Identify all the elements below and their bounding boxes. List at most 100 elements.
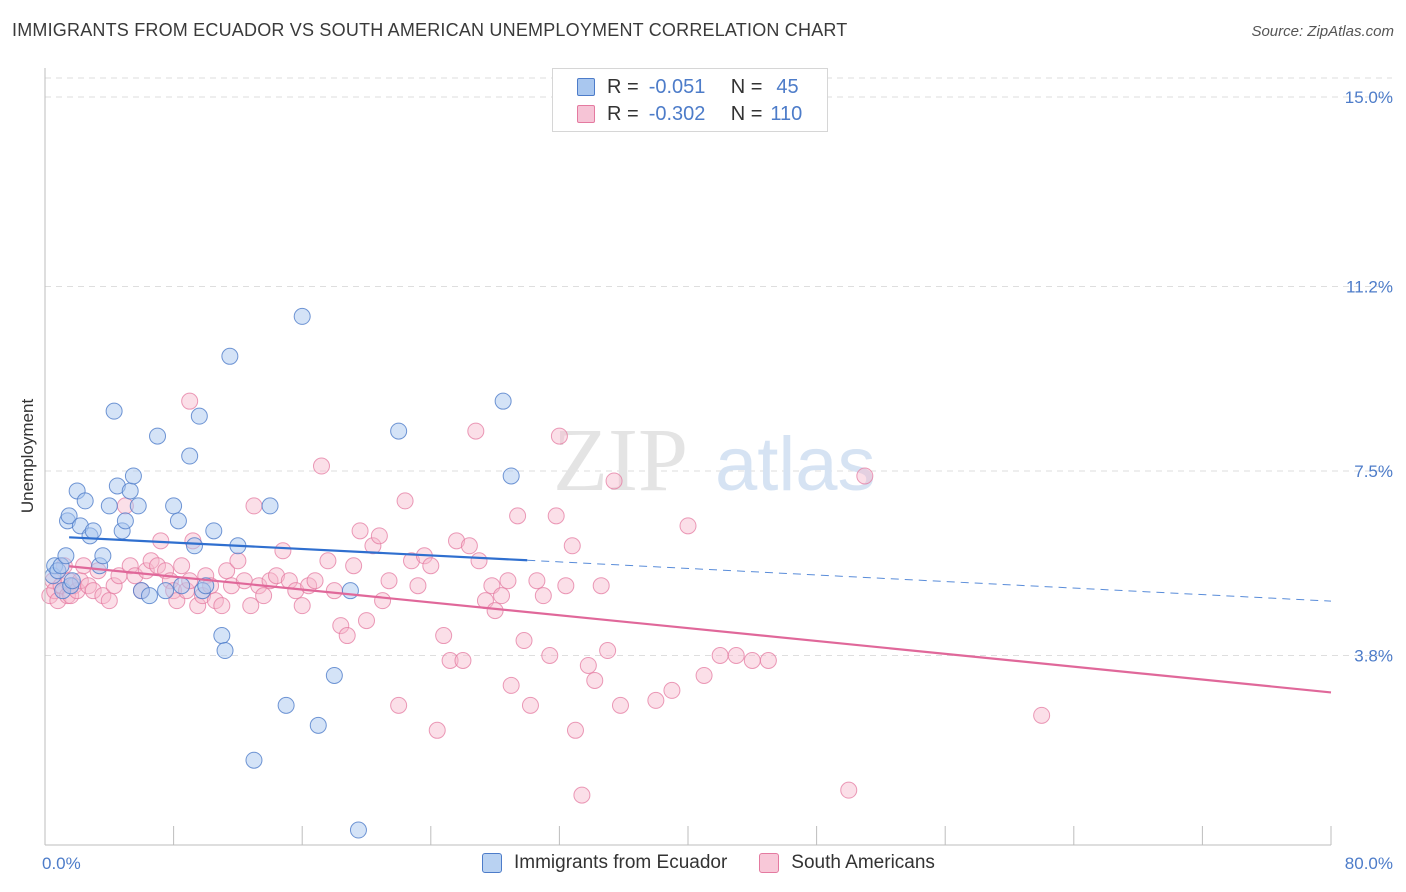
ecuador-point <box>124 467 142 485</box>
ecuador-point <box>245 751 263 769</box>
south-americans-point <box>351 522 369 540</box>
south-americans-point <box>229 552 247 570</box>
south-americans-point <box>573 786 591 804</box>
south-americans-point <box>75 557 93 575</box>
south-americans-point <box>856 467 874 485</box>
legend-swatch-pink <box>577 105 595 123</box>
ecuador-point <box>121 482 139 500</box>
axes: 3.8% 7.5% 11.2% 15.0% 0.0% 80.0% <box>42 68 1393 873</box>
y-axis-title: Unemployment <box>18 399 37 514</box>
source-label: Source: ZipAtlas.com <box>1251 23 1394 40</box>
south-americans-point <box>79 577 97 595</box>
south-americans-point <box>245 497 263 515</box>
ecuador-point <box>63 572 81 590</box>
south-americans-point <box>84 582 102 600</box>
south-americans-point <box>611 696 629 714</box>
south-americans-point <box>586 671 604 689</box>
south-americans-point <box>325 582 343 600</box>
series-legend-south-americans: South Americans <box>759 852 935 874</box>
south-americans-point <box>493 587 511 605</box>
ecuador-point <box>140 587 158 605</box>
correlation-legend: R = -0.051 N = 45 R = -0.302 N = 110 <box>552 68 828 132</box>
ecuador-trend-line <box>69 536 528 562</box>
ecuador-trend-extension <box>527 559 1332 602</box>
ecuador-point <box>205 522 223 540</box>
south-americans-point <box>515 632 533 650</box>
ecuador-point <box>105 402 123 420</box>
south-americans-point <box>428 721 446 739</box>
south-americans-point <box>105 577 123 595</box>
south-americans-point <box>396 492 414 510</box>
series-label-ecuador: Immigrants from Ecuador <box>514 852 728 873</box>
y-tick-label: 15.0% <box>1345 88 1393 107</box>
south-americans-point <box>181 392 199 410</box>
south-americans-trend-line <box>69 565 1332 694</box>
ecuador-point <box>502 467 520 485</box>
ecuador-point <box>213 627 231 645</box>
ecuador-point <box>149 427 167 445</box>
legend-r-label: R = <box>607 102 639 125</box>
south-americans-point <box>345 557 363 575</box>
legend-row-south-americans: R = -0.302 N = 110 <box>577 101 802 127</box>
south-americans-point <box>374 592 392 610</box>
south-americans-point <box>306 572 324 590</box>
south-americans-point <box>1033 706 1051 724</box>
ecuador-point <box>116 512 134 530</box>
ecuador-point <box>76 492 94 510</box>
south-americans-point <box>579 656 597 674</box>
ecuador-point <box>94 547 112 565</box>
south-americans-point <box>358 612 375 630</box>
ecuador-point <box>57 547 75 565</box>
legend-r-value-ecuador: -0.051 <box>648 75 706 98</box>
south-americans-point <box>566 721 584 739</box>
south-americans-point <box>267 567 285 585</box>
south-americans-point <box>235 572 253 590</box>
watermark-atlas: atlas <box>715 422 876 507</box>
ecuador-point <box>261 497 279 515</box>
ecuador-point <box>221 347 239 365</box>
legend-n-label: N = <box>730 102 763 125</box>
south-americans-point <box>711 647 729 665</box>
south-americans-point <box>121 557 139 575</box>
ecuador-point <box>341 582 359 600</box>
south-americans-point <box>547 507 565 525</box>
ecuador-point <box>293 307 311 325</box>
series-label-south-americans: South Americans <box>791 852 935 873</box>
south-americans-point <box>441 651 459 669</box>
legend-r-value-south-americans: -0.302 <box>648 102 706 125</box>
ecuador-point <box>129 497 147 515</box>
chart-title: IMMIGRANTS FROM ECUADOR VS SOUTH AMERICA… <box>12 20 848 40</box>
south-americans-point <box>380 572 398 590</box>
south-americans-point <box>679 517 697 535</box>
south-americans-point <box>486 602 504 620</box>
south-americans-point <box>242 597 260 615</box>
south-americans-point <box>274 542 292 560</box>
south-americans-point <box>173 557 191 575</box>
ecuador-point <box>60 507 78 525</box>
x-tick-label-min: 0.0% <box>42 854 81 873</box>
south-americans-point <box>312 457 330 475</box>
south-americans-point <box>550 427 568 445</box>
south-americans-point <box>534 587 552 605</box>
south-americans-point <box>422 557 440 575</box>
south-americans-point <box>563 537 581 555</box>
south-americans-point <box>213 597 231 615</box>
south-americans-point <box>338 627 356 645</box>
ecuador-point <box>169 512 187 530</box>
south-americans-point <box>467 422 485 440</box>
south-americans-point <box>592 577 610 595</box>
legend-r-label: R = <box>607 75 639 98</box>
south-americans-point <box>727 647 745 665</box>
ecuador-point <box>309 716 327 734</box>
ecuador-point <box>277 696 295 714</box>
south-americans-point <box>743 651 761 669</box>
ecuador-point <box>349 821 367 839</box>
series-swatch-pink <box>759 853 780 873</box>
grid <box>45 77 1392 657</box>
south-americans-point <box>390 696 408 714</box>
x-tick-label-max: 80.0% <box>1345 854 1393 873</box>
series-legend-ecuador: Immigrants from Ecuador <box>482 852 727 874</box>
ecuador-point <box>190 407 208 425</box>
ecuador-point <box>165 497 183 515</box>
south-americans-point <box>647 691 665 709</box>
